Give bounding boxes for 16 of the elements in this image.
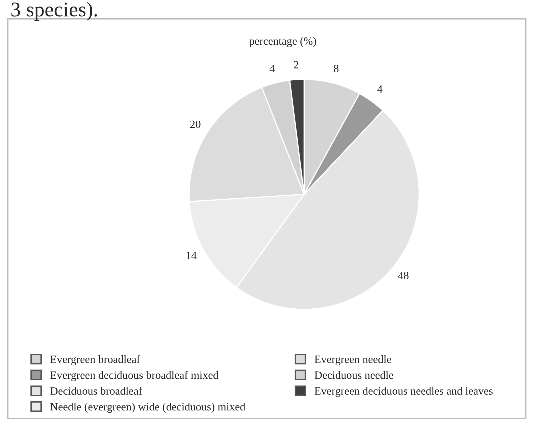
data-label: 48 xyxy=(398,272,409,280)
data-label: 4 xyxy=(270,65,275,72)
data-label: 14 xyxy=(186,252,197,260)
data-label: 2 xyxy=(294,61,298,69)
legend-label: Deciduous broadleaf xyxy=(50,387,142,395)
legend-label: Evergreen needle xyxy=(314,355,392,366)
legend-label: Evergreen deciduous broadleaf mixed xyxy=(50,371,219,382)
legend-label: Deciduous needle xyxy=(314,371,394,380)
legend-label: Evergreen deciduous needles and leaves xyxy=(314,387,493,398)
legend-label: Needle (evergreen) wide (deciduous) mixed xyxy=(50,402,246,414)
chart-title: percentage (%) xyxy=(249,37,316,48)
legend-label: Evergreen broadleaf xyxy=(50,355,140,366)
data-label: 8 xyxy=(334,65,339,73)
text: 3 species). xyxy=(12,2,98,22)
data-label: 4 xyxy=(378,86,383,93)
data-label: 20 xyxy=(190,120,201,128)
